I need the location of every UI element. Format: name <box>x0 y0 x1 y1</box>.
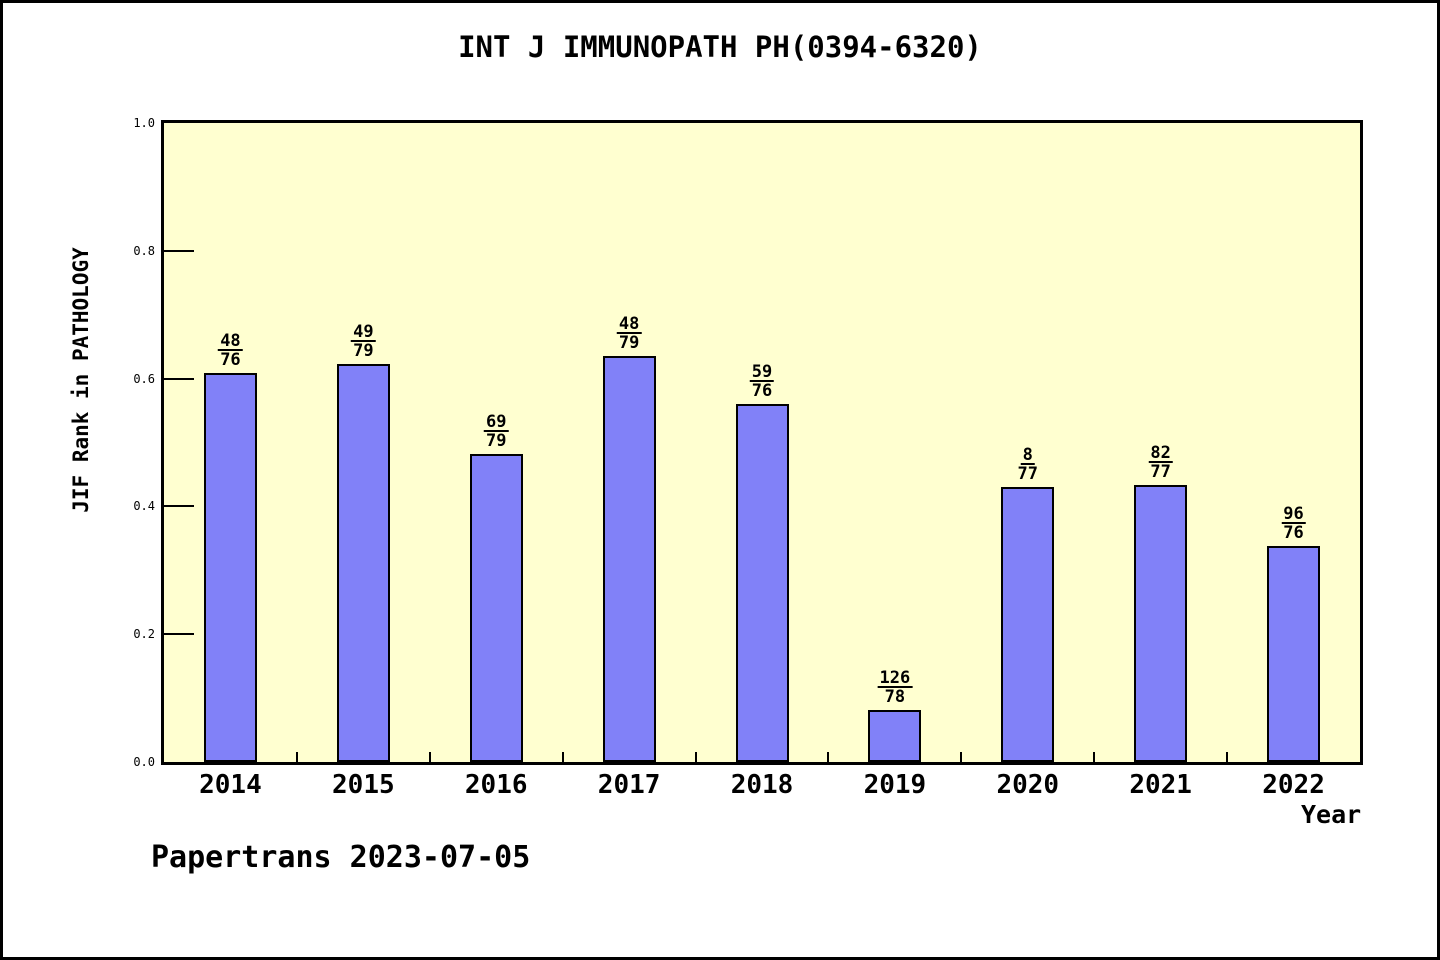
bar-label-total: 76 <box>1283 523 1304 543</box>
x-tick-mark <box>562 752 564 762</box>
y-axis-title: JIF Rank in PATHOLOGY <box>69 247 93 513</box>
y-tick-mark <box>164 633 194 636</box>
bar-label-rank: 49 <box>351 322 376 342</box>
x-axis-title: Year <box>1301 800 1362 829</box>
y-tick-label: 1.0 <box>133 116 155 130</box>
x-tick-mark <box>296 752 298 762</box>
bar-label-2018: 59 76 <box>749 362 775 401</box>
bar-label-rank: 69 <box>483 412 509 432</box>
bar-label-2022: 96 76 <box>1281 504 1306 543</box>
bar-2019 <box>868 710 921 762</box>
bar-label-2017: 48 79 <box>616 314 642 353</box>
x-tick-mark <box>827 752 829 762</box>
y-tick-label: 0.6 <box>133 371 155 386</box>
bar-label-rank: 82 <box>1148 443 1173 463</box>
bar-label-rank: 59 <box>749 362 775 382</box>
x-tick-label-2021: 2021 <box>1129 770 1192 800</box>
bar-label-rank: 8 <box>1020 445 1035 465</box>
bar-label-2015: 49 79 <box>351 322 376 361</box>
bar-label-total: 78 <box>884 687 906 707</box>
bar-2017 <box>603 356 656 762</box>
x-tick-mark <box>429 752 431 762</box>
bar-label-2021: 82 77 <box>1148 443 1173 482</box>
bar-label-rank: 48 <box>218 331 243 351</box>
bar-label-2019: 126 78 <box>877 668 913 707</box>
x-tick-label-2016: 2016 <box>464 770 528 800</box>
x-tick-label-2014: 2014 <box>199 770 262 800</box>
y-tick-label: 0.2 <box>133 627 155 642</box>
bar-label-rank: 48 <box>616 314 642 334</box>
bar-2020 <box>1001 487 1054 762</box>
bar-label-2016: 69 79 <box>483 412 509 451</box>
y-tick-label: 0.0 <box>133 755 155 769</box>
y-tick-mark <box>164 249 194 252</box>
x-tick-label-2019: 2019 <box>863 770 927 800</box>
bar-2022 <box>1267 546 1320 762</box>
x-tick-label-2018: 2018 <box>730 770 794 800</box>
x-tick-label-2017: 2017 <box>597 770 661 800</box>
bar-label-rank: 96 <box>1281 504 1306 524</box>
x-tick-mark <box>960 752 962 762</box>
x-tick-label-2022: 2022 <box>1262 770 1325 800</box>
bar-label-total: 76 <box>751 381 773 401</box>
footer-watermark: Papertrans 2023-07-05 <box>151 840 531 875</box>
bar-label-rank: 126 <box>877 668 913 688</box>
bar-2021 <box>1134 485 1187 762</box>
chart-title: INT J IMMUNOPATH PH(0394-6320) <box>458 30 982 64</box>
bar-2014 <box>204 373 257 762</box>
bar-label-total: 77 <box>1017 464 1039 484</box>
x-tick-label-2020: 2020 <box>996 770 1060 800</box>
x-tick-label-2015: 2015 <box>332 770 395 800</box>
y-tick-mark <box>164 377 194 380</box>
bar-label-total: 79 <box>618 333 640 353</box>
y-tick-label: 0.4 <box>133 499 155 514</box>
bar-label-2020: 8 77 <box>1017 445 1039 484</box>
bar-label-total: 77 <box>1150 462 1171 482</box>
bar-label-total: 76 <box>220 350 241 370</box>
bar-2015 <box>337 364 390 762</box>
y-tick-label: 0.8 <box>133 243 155 258</box>
bar-label-total: 79 <box>485 431 507 451</box>
bar-label-2014: 48 76 <box>218 331 243 370</box>
plot-inner: 48 76 49 79 69 79 48 79 59 76 126 78 8 77 82 77 96 76 <box>164 123 1360 762</box>
y-tick-mark <box>164 505 194 508</box>
x-tick-mark <box>1093 752 1095 762</box>
bar-label-total: 79 <box>353 341 374 361</box>
bar-2018 <box>736 404 789 762</box>
plot-area: 48 76 49 79 69 79 48 79 59 76 126 78 8 77 82 77 96 76 <box>161 120 1363 765</box>
x-tick-mark <box>1226 752 1228 762</box>
x-tick-mark <box>695 752 697 762</box>
bar-2016 <box>470 454 523 762</box>
